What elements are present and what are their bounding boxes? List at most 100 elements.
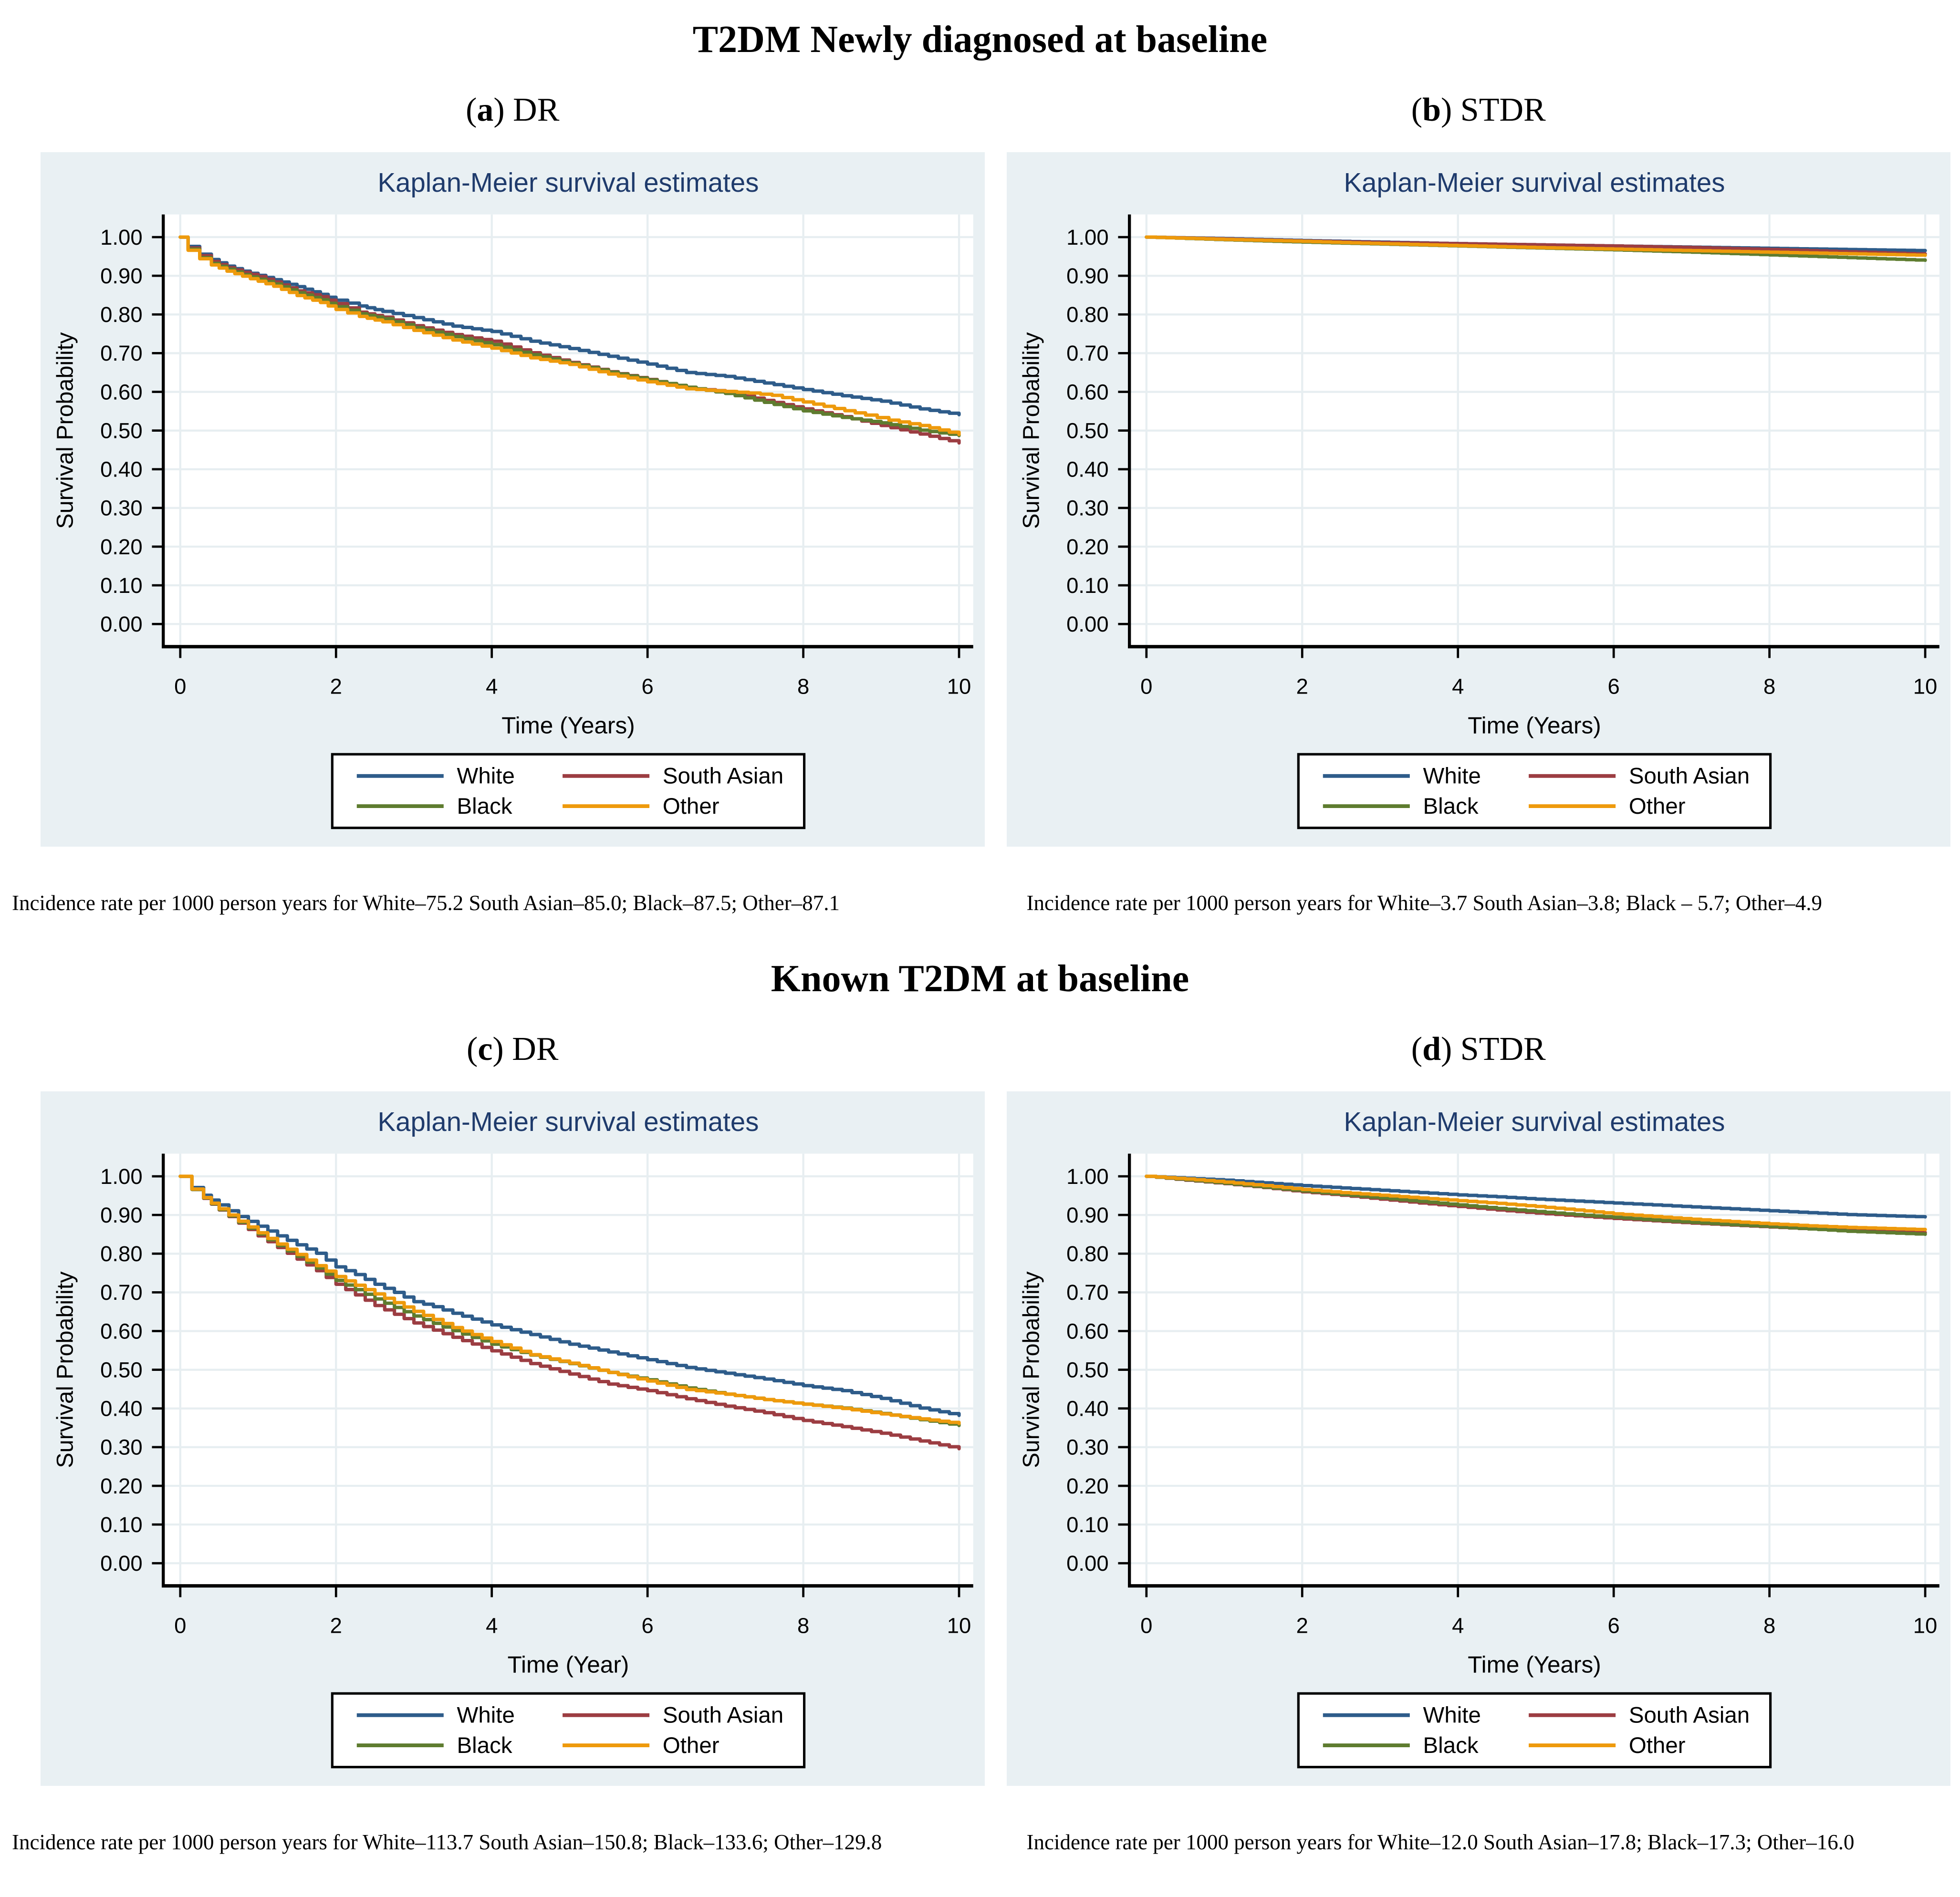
gridlines bbox=[1129, 1153, 1939, 1586]
x-tick-label: 6 bbox=[642, 674, 654, 699]
y-tick-label: 0.40 bbox=[1066, 457, 1109, 482]
y-tick-label: 0.30 bbox=[1066, 496, 1109, 520]
x-tick-label: 4 bbox=[1452, 1614, 1464, 1638]
tick-labels: 0.00 0.10 0.20 0.30 0.40 0.50 0.60 0.70 0.80 0.90… bbox=[100, 225, 971, 699]
y-tick-label: 0.10 bbox=[1066, 573, 1109, 598]
legend: White South Asian Black Other bbox=[1297, 1692, 1772, 1769]
panel-label-c: (c) DR bbox=[41, 1030, 985, 1068]
incidence-caption-c: Incidence rate per 1000 person years for… bbox=[12, 1830, 882, 1855]
y-tick-label: 0.70 bbox=[100, 1280, 143, 1305]
km-chart-a: 0.00 0.10 0.20 0.30 0.40 0.50 0.60 0.70 0.80 0.90… bbox=[52, 167, 973, 829]
panel-labels-row-bottom: (c) DR (d) STDR bbox=[0, 1030, 1960, 1068]
y-tick-label: 0.60 bbox=[100, 380, 143, 404]
legend: White South Asian Black Other bbox=[331, 1692, 806, 1769]
y-tick-label: 0.10 bbox=[100, 1513, 143, 1537]
legend-label-white: White bbox=[457, 1703, 515, 1728]
y-tick-label: 0.00 bbox=[100, 612, 143, 636]
chart-panel-c: 0.00 0.10 0.20 0.30 0.40 0.50 0.60 0.70 0.80 0.90… bbox=[41, 1091, 985, 1786]
legend-box bbox=[1297, 753, 1772, 829]
series-line-other bbox=[1144, 235, 1927, 257]
y-tick-label: 0.40 bbox=[1066, 1397, 1109, 1421]
tick-marks bbox=[152, 1175, 960, 1597]
x-tick-label: 4 bbox=[486, 674, 498, 699]
x-tick-label: 6 bbox=[642, 1614, 654, 1638]
x-tick-label: 6 bbox=[1607, 1614, 1619, 1638]
chart-row-bottom: 0.00 0.10 0.20 0.30 0.40 0.50 0.60 0.70 0.80 0.90… bbox=[0, 1091, 1960, 1786]
y-tick-label: 0.90 bbox=[1066, 1203, 1109, 1227]
panel-labels-row-top: (a) DR (b) STDR bbox=[0, 91, 1960, 129]
series-line-white bbox=[178, 1174, 961, 1418]
x-tick-label: 8 bbox=[797, 674, 809, 699]
section-title-newly-diagnosed: T2DM Newly diagnosed at baseline bbox=[692, 19, 1268, 61]
panel-label-c-open: ( bbox=[467, 1031, 478, 1068]
x-tick-label: 0 bbox=[174, 674, 186, 699]
legend-label-south-asian: South Asian bbox=[1628, 1703, 1749, 1728]
x-tick-label: 10 bbox=[1913, 674, 1937, 699]
incidence-caption-d: Incidence rate per 1000 person years for… bbox=[1026, 1830, 1855, 1855]
series-line-white bbox=[178, 235, 961, 416]
incidence-caption-a: Incidence rate per 1000 person years for… bbox=[12, 891, 840, 915]
y-tick-label: 0.90 bbox=[100, 264, 143, 288]
legend-label-black: Black bbox=[457, 794, 512, 819]
y-tick-label: 0.00 bbox=[1066, 1551, 1109, 1576]
y-tick-label: 0.70 bbox=[1066, 1280, 1109, 1305]
tick-marks bbox=[152, 236, 960, 658]
legend-box bbox=[331, 1692, 806, 1769]
legend-label-south-asian: South Asian bbox=[1628, 764, 1749, 789]
y-tick-label: 0.10 bbox=[100, 573, 143, 598]
series-line-south-asian bbox=[178, 1174, 961, 1451]
panel-label-d-open: ( bbox=[1411, 1031, 1423, 1068]
y-tick-label: 0.20 bbox=[100, 1474, 143, 1498]
y-tick-label: 0.40 bbox=[100, 457, 143, 482]
km-chart-c: 0.00 0.10 0.20 0.30 0.40 0.50 0.60 0.70 0.80 0.90… bbox=[52, 1107, 973, 1769]
legend-label-other: Other bbox=[1628, 794, 1685, 819]
x-tick-label: 2 bbox=[1296, 1614, 1308, 1638]
chart-panel-b: 0.00 0.10 0.20 0.30 0.40 0.50 0.60 0.70 0.80 0.90… bbox=[1006, 152, 1950, 847]
panel-label-a-open: ( bbox=[466, 92, 477, 128]
legend-box bbox=[331, 753, 806, 829]
panel-label-a-letter: a bbox=[477, 92, 494, 128]
y-tick-label: 0.10 bbox=[1066, 1513, 1109, 1537]
y-tick-label: 1.00 bbox=[1066, 1164, 1109, 1189]
y-tick-label: 0.70 bbox=[100, 341, 143, 365]
chart-panel-d: 0.00 0.10 0.20 0.30 0.40 0.50 0.60 0.70 0.80 0.90… bbox=[1006, 1091, 1950, 1786]
legend-label-other: Other bbox=[663, 794, 719, 819]
y-tick-label: 0.30 bbox=[1066, 1435, 1109, 1460]
panel-label-c-rest: ) DR bbox=[492, 1031, 559, 1068]
legend-label-black: Black bbox=[1423, 1733, 1478, 1758]
y-axis-label: Survival Probability bbox=[52, 1271, 78, 1468]
y-tick-label: 0.50 bbox=[1066, 418, 1109, 443]
chart-title: Kaplan-Meier survival estimates bbox=[378, 167, 759, 197]
panel-label-b-open: ( bbox=[1411, 92, 1423, 128]
x-tick-label: 0 bbox=[1140, 674, 1152, 699]
panel-label-d: (d) STDR bbox=[1007, 1030, 1951, 1068]
legend-label-other: Other bbox=[1628, 1733, 1685, 1758]
section-title-known: Known T2DM at baseline bbox=[771, 958, 1189, 1000]
y-tick-label: 0.80 bbox=[1066, 302, 1109, 327]
y-tick-label: 0.50 bbox=[100, 1358, 143, 1382]
tick-marks bbox=[1117, 1175, 1926, 1597]
series-line-other bbox=[1144, 1174, 1927, 1232]
panel-label-a-rest: ) DR bbox=[493, 92, 560, 128]
panel-label-b-rest: ) STDR bbox=[1441, 92, 1546, 128]
series-line-other bbox=[178, 1174, 961, 1426]
panel-label-b: (b) STDR bbox=[1007, 91, 1951, 129]
x-tick-label: 0 bbox=[1140, 1614, 1152, 1638]
legend-label-white: White bbox=[457, 764, 515, 789]
x-tick-label: 2 bbox=[1296, 674, 1308, 699]
panel-label-a: (a) DR bbox=[41, 91, 985, 129]
y-tick-label: 0.60 bbox=[100, 1319, 143, 1344]
x-tick-label: 10 bbox=[1913, 1614, 1937, 1638]
x-tick-label: 2 bbox=[330, 1614, 342, 1638]
chart-panel-a: 0.00 0.10 0.20 0.30 0.40 0.50 0.60 0.70 0.80 0.90… bbox=[41, 152, 985, 847]
y-tick-label: 0.30 bbox=[100, 1435, 143, 1460]
y-tick-label: 0.00 bbox=[100, 1551, 143, 1576]
chart-title: Kaplan-Meier survival estimates bbox=[1344, 1107, 1725, 1137]
series-line-white bbox=[1144, 1174, 1927, 1219]
panel-label-b-letter: b bbox=[1422, 92, 1441, 128]
legend-label-black: Black bbox=[457, 1733, 512, 1758]
y-tick-label: 0.70 bbox=[1066, 341, 1109, 365]
y-tick-label: 0.80 bbox=[100, 1242, 143, 1266]
caption-row-top: Incidence rate per 1000 person years for… bbox=[0, 891, 1960, 915]
y-tick-label: 0.90 bbox=[100, 1203, 143, 1227]
